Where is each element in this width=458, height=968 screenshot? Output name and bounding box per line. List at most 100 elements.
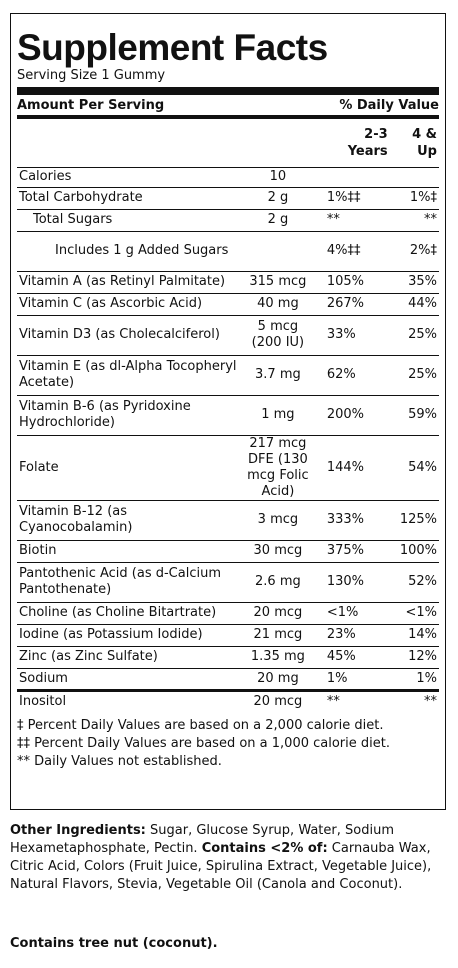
- dv-2-3-years: **: [316, 209, 392, 232]
- dv-2-3-years: 144%: [316, 435, 392, 501]
- daily-value-label: % Daily Value: [339, 98, 439, 113]
- other-ingredients: Other Ingredients: Sugar, Glucose Syrup,…: [10, 822, 448, 894]
- nutrient-amount: 40 mg: [238, 293, 317, 316]
- nutrient-row: Folate 217 mcg DFE (130 mcg Folic Acid) 14…: [17, 435, 439, 501]
- nutrient-row: Calories 10: [17, 167, 439, 188]
- dv-4-and-up: [391, 167, 439, 188]
- dv-4-and-up: 35%: [391, 271, 439, 294]
- allergen-statement: Contains tree nut (coconut).: [10, 936, 218, 951]
- nutrient-name: Vitamin B-12 (as Cyanocobalamin): [17, 500, 239, 541]
- dv-2-3-years: <1%: [316, 602, 392, 625]
- nutrient-amount: 10: [238, 167, 317, 188]
- nutrient-name: Total Carbohydrate: [17, 187, 239, 210]
- nutrient-name: Biotin: [17, 540, 239, 563]
- footnote: ‡‡ Percent Daily Values are based on a 1…: [17, 736, 390, 751]
- dv-4-and-up: 59%: [391, 395, 439, 436]
- nutrient-name: Vitamin E (as dl-Alpha Tocopheryl Acetat…: [17, 355, 239, 396]
- col-2-3-years: 2-3 Years: [316, 119, 392, 168]
- dv-2-3-years: 375%: [316, 540, 392, 563]
- nutrient-row: Vitamin E (as dl-Alpha Tocopheryl Acetat…: [17, 355, 439, 396]
- footnote: ** Daily Values not established.: [17, 754, 222, 769]
- nutrient-name: Vitamin D3 (as Cholecalciferol): [17, 315, 239, 356]
- nutrient-name: Calories: [17, 167, 239, 188]
- nutrient-amount: 20 mg: [238, 668, 317, 692]
- nutrient-row: Inositol 20 mcg ** **: [17, 690, 439, 712]
- nutrient-amount: 20 mcg: [253, 693, 303, 709]
- dv-4-and-up: 25%: [391, 315, 439, 356]
- footnote: ‡ Percent Daily Values are based on a 2,…: [17, 718, 384, 733]
- dv-4-and-up: 25%: [391, 355, 439, 396]
- nutrient-amount: 3.7 mg: [238, 355, 317, 396]
- contains-label: Contains <2% of:: [201, 841, 328, 856]
- dv-4-and-up: 52%: [391, 562, 439, 603]
- dv-2-3-years: 200%: [316, 395, 392, 436]
- nutrient-amount: 30 mcg: [238, 540, 317, 563]
- nutrient-amount: 1.35 mg: [238, 646, 317, 669]
- nutrient-amount: 1 mg: [238, 395, 317, 436]
- nutrient-name: Includes 1 g Added Sugars: [17, 231, 239, 272]
- nutrient-amount: 217 mcg DFE (130 mcg Folic Acid): [238, 435, 317, 501]
- dv-2-3-years: 1%: [316, 668, 392, 692]
- nutrient-row: Iodine (as Potassium Iodide) 21 mcg 23% 14%: [17, 624, 439, 647]
- nutrient-amount: 2 g: [238, 209, 317, 232]
- nutrient-name: Choline (as Choline Bitartrate): [17, 602, 239, 625]
- nutrient-name: Vitamin B-6 (as Pyridoxine Hydrochloride…: [17, 395, 239, 436]
- nutrient-table: 2-3 Years 4 & Up Calories 10 Total Carbohy…: [17, 119, 439, 712]
- nutrient-row: Total Sugars 2 g ** **: [17, 209, 439, 232]
- thick-divider: [17, 87, 439, 95]
- dv-4-and-up: **: [424, 693, 437, 709]
- nutrient-amount: 2 g: [238, 187, 317, 210]
- dv-2-3-years: 130%: [316, 562, 392, 603]
- dv-2-3-years: 267%: [316, 293, 392, 316]
- dv-4-and-up: 1%‡: [391, 187, 439, 210]
- nutrient-row: Vitamin A (as Retinyl Palmitate) 315 mcg 1…: [17, 271, 439, 294]
- nutrient-row: Includes 1 g Added Sugars 4%‡‡ 2%‡: [17, 231, 439, 272]
- dv-4-and-up: 54%: [391, 435, 439, 501]
- col-4-and-up: 4 & Up: [391, 119, 439, 168]
- dv-2-3-years: 333%: [316, 500, 392, 541]
- serving-size: Serving Size 1 Gummy: [17, 68, 166, 83]
- dv-2-3-years: 45%: [316, 646, 392, 669]
- nutrient-row: Vitamin C (as Ascorbic Acid) 40 mg 267% 44%: [17, 293, 439, 316]
- other-ingredients-text: Sugar, Glucose Syrup, Water, Sodium Hexa…: [10, 823, 394, 856]
- footnotes: ‡ Percent Daily Values are based on a 2,…: [17, 712, 439, 771]
- amount-per-serving-label: Amount Per Serving: [17, 98, 165, 113]
- dv-4-and-up: 2%‡: [391, 231, 439, 272]
- dv-2-3-years: 33%: [316, 315, 392, 356]
- dv-4-and-up: 12%: [391, 646, 439, 669]
- dv-4-and-up: 44%: [391, 293, 439, 316]
- dv-4-and-up: <1%: [391, 602, 439, 625]
- nutrient-row: Vitamin D3 (as Cholecalciferol) 5 mcg (20…: [17, 315, 439, 356]
- nutrient-amount: 3 mcg: [238, 500, 317, 541]
- nutrient-row: Biotin 30 mcg 375% 100%: [17, 540, 439, 563]
- nutrient-amount: 315 mcg: [238, 271, 317, 294]
- nutrient-amount: [238, 231, 317, 272]
- nutrient-name: Vitamin A (as Retinyl Palmitate): [17, 271, 239, 294]
- nutrient-row: Choline (as Choline Bitartrate) 20 mcg <1%…: [17, 602, 439, 625]
- nutrient-amount: 20 mcg: [238, 602, 317, 625]
- nutrient-row: Zinc (as Zinc Sulfate) 1.35 mg 45% 12%: [17, 646, 439, 669]
- dv-2-3-years: 1%‡‡: [316, 187, 392, 210]
- dv-2-3-years: 62%: [316, 355, 392, 396]
- medium-divider: [17, 115, 439, 119]
- panel-title: Supplement Facts: [17, 27, 328, 68]
- nutrient-name: Inositol: [19, 693, 67, 709]
- dv-2-3-years: 4%‡‡: [316, 231, 392, 272]
- nutrient-name: Iodine (as Potassium Iodide): [17, 624, 239, 647]
- nutrient-amount: 21 mcg: [238, 624, 317, 647]
- nutrient-name: Zinc (as Zinc Sulfate): [17, 646, 239, 669]
- nutrient-name: Folate: [17, 435, 239, 501]
- nutrient-name: Vitamin C (as Ascorbic Acid): [17, 293, 239, 316]
- dv-2-3-years: 105%: [316, 271, 392, 294]
- nutrient-row: Sodium 20 mg 1% 1%: [17, 668, 439, 692]
- nutrient-row: Total Carbohydrate 2 g 1%‡‡ 1%‡: [17, 187, 439, 210]
- dv-4-and-up: 14%: [391, 624, 439, 647]
- column-header-row: 2-3 Years 4 & Up: [17, 119, 439, 168]
- supplement-facts-panel: Supplement Facts Serving Size 1 Gummy Am…: [10, 13, 446, 810]
- other-ingredients-label: Other Ingredients:: [10, 823, 146, 838]
- contains-text: Carnauba Wax, Citric Acid, Colors (Fruit…: [10, 841, 432, 892]
- dv-2-3-years: [316, 167, 392, 188]
- dv-4-and-up: **: [391, 209, 439, 232]
- nutrient-row: Pantothenic Acid (as d-Calcium Pantothen…: [17, 562, 439, 603]
- dv-2-3-years: **: [326, 693, 340, 709]
